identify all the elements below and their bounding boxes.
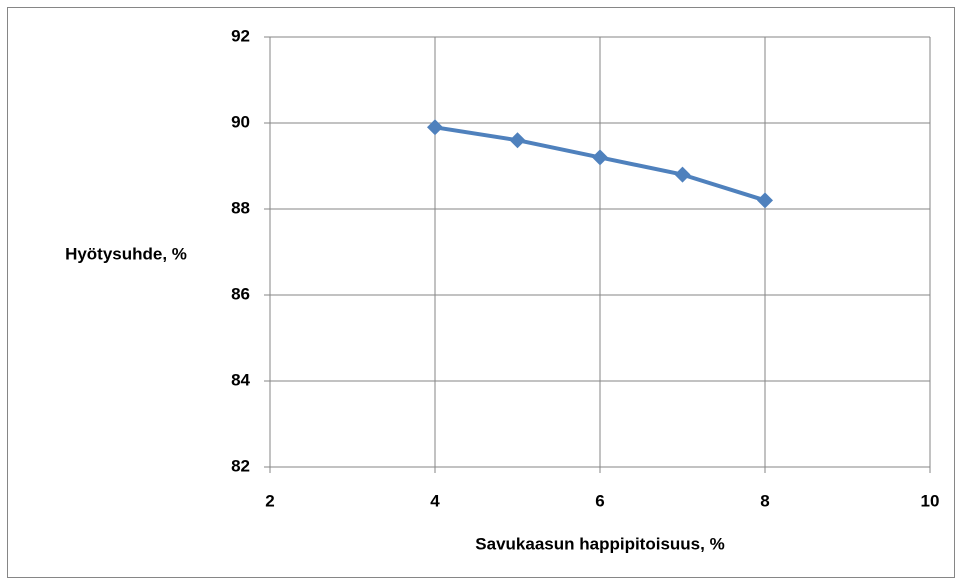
x-tick-label: 2 bbox=[265, 491, 274, 510]
data-marker bbox=[427, 119, 443, 136]
data-marker bbox=[592, 149, 608, 166]
y-tick-label: 90 bbox=[231, 112, 250, 131]
y-axis-label: Hyötysuhde, % bbox=[65, 244, 187, 263]
x-tick-label: 6 bbox=[595, 491, 604, 510]
y-tick-label: 92 bbox=[231, 26, 250, 45]
x-tick-label: 8 bbox=[760, 491, 769, 510]
x-tick-label: 10 bbox=[921, 491, 940, 510]
x-tick-label: 4 bbox=[430, 491, 440, 510]
y-tick-label: 88 bbox=[231, 198, 250, 217]
data-marker bbox=[757, 192, 773, 209]
chart-border bbox=[7, 7, 955, 578]
y-tick-label: 84 bbox=[231, 370, 250, 389]
y-tick-label: 86 bbox=[231, 284, 250, 303]
y-tick-label: 82 bbox=[231, 456, 250, 475]
data-marker bbox=[674, 166, 691, 183]
data-marker bbox=[509, 132, 526, 149]
x-axis-label: Savukaasun happipitoisuus, % bbox=[475, 534, 724, 553]
